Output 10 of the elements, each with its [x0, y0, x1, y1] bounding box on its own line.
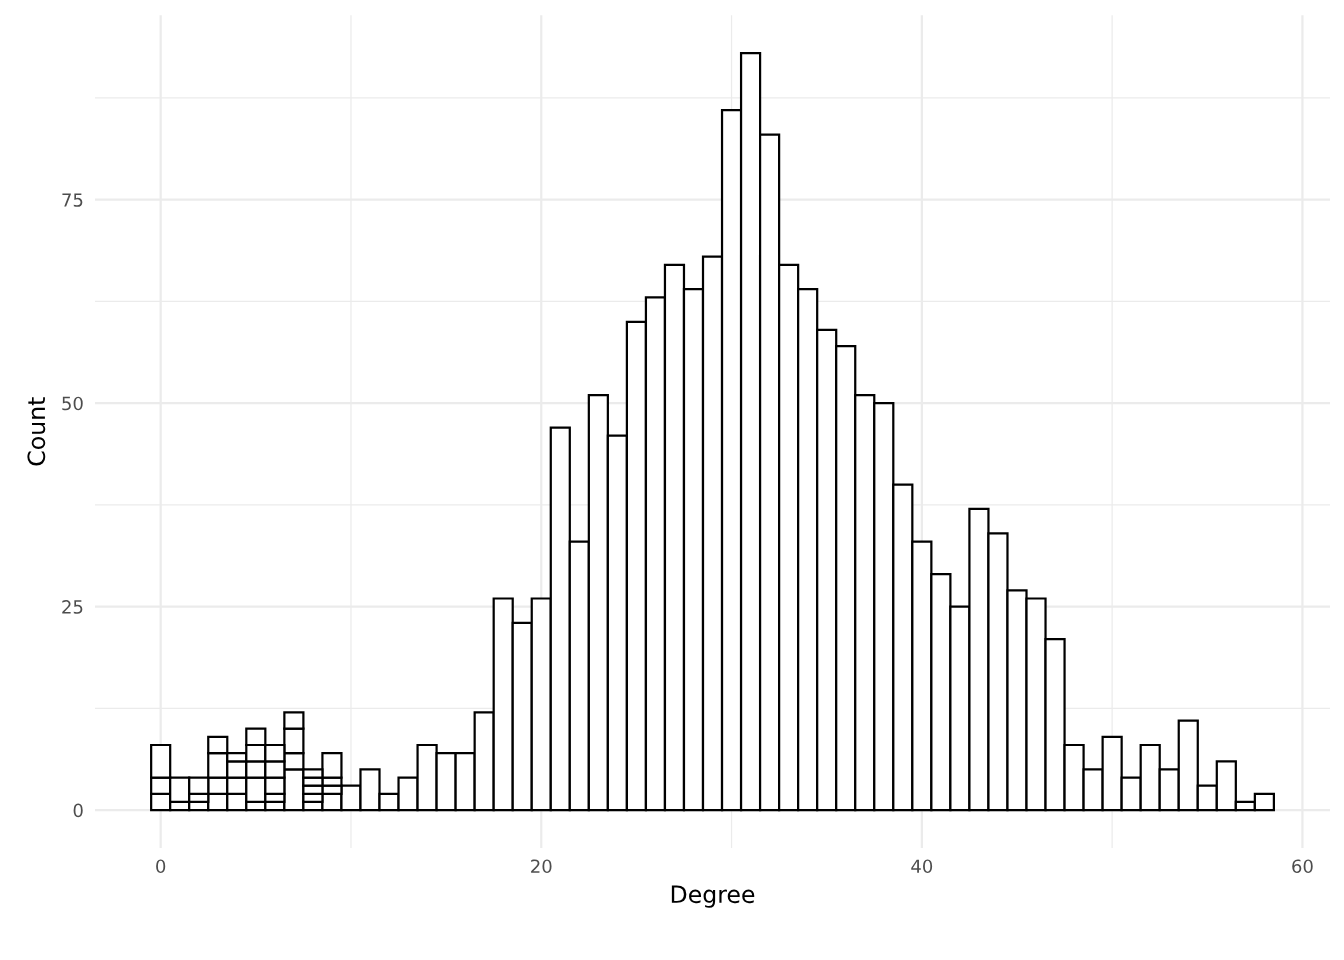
- y-axis-title: Count: [27, 397, 46, 466]
- y-tick-label: 75: [62, 193, 83, 207]
- y-tick-label: 0: [73, 803, 83, 818]
- y-tick-label: 50: [62, 396, 83, 411]
- x-tick-label: 0: [156, 859, 166, 874]
- x-tick-label: 20: [531, 859, 552, 874]
- x-tick-label: 40: [911, 859, 933, 874]
- x-tick-label: 60: [1292, 859, 1313, 874]
- x-axis-title: Degree: [671, 885, 755, 908]
- y-tick-label: 25: [62, 600, 83, 614]
